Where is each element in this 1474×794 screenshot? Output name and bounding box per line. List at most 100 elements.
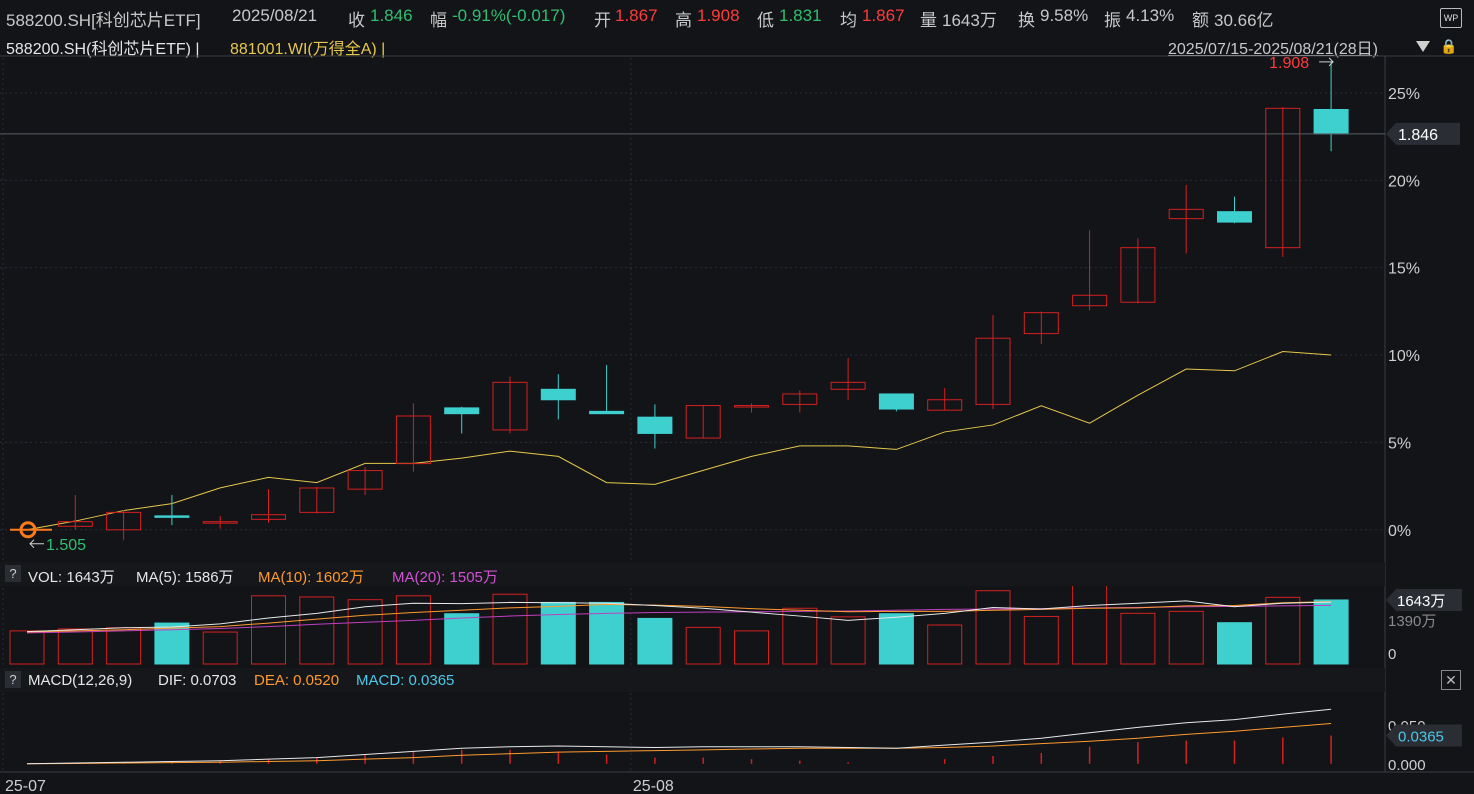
volume-bar <box>1120 612 1156 665</box>
dea-line <box>26 722 1332 765</box>
candle-body <box>154 515 190 518</box>
benchmark-line <box>26 351 1332 531</box>
volume-bar <box>395 595 431 665</box>
main-series-label[interactable]: 588200.SH(科创芯片ETF) | <box>6 41 200 58</box>
candle-body <box>975 337 1011 405</box>
x-tick-label: 25-08 <box>633 778 674 794</box>
avg-label: 均 <box>840 11 857 30</box>
volume-bar <box>1265 596 1301 665</box>
amplitude-value: 4.13% <box>1126 6 1175 25</box>
candle-body <box>1072 294 1108 307</box>
volume-ma20-line <box>26 604 1332 634</box>
compare-series-label[interactable]: 881001.WI(万得全A) | <box>230 41 386 58</box>
change-label: 幅 <box>430 11 447 30</box>
volume-bar <box>975 590 1011 665</box>
volume-tick-label: 1390万 <box>1388 613 1436 630</box>
volume-tick-label: 0 <box>1388 646 1396 663</box>
candle-body <box>734 405 769 408</box>
change-value: -0.91%(-0.017) <box>452 6 566 25</box>
candle-body <box>202 521 238 524</box>
low-label: 低 <box>757 11 774 30</box>
candle-body <box>878 393 914 410</box>
lock-icon[interactable]: 🔒 <box>1440 38 1458 54</box>
high-label: 高 <box>675 11 692 30</box>
last-price-label: 1.846 <box>1398 127 1438 144</box>
candle-body <box>299 487 335 513</box>
volume-bar <box>347 599 383 665</box>
volume-ma10-line <box>26 601 1332 633</box>
volume-bar <box>637 617 673 665</box>
vol-ma5: MA(5): 1586万 <box>136 569 234 586</box>
open-value: 1.867 <box>615 6 658 25</box>
window-logo-icon[interactable]: WP <box>1440 8 1462 28</box>
candle-body <box>395 415 431 465</box>
volume-ma5-line <box>26 600 1332 633</box>
help-icon[interactable]: ? <box>5 565 21 582</box>
y-tick-label: 10% <box>1388 348 1420 365</box>
security-code[interactable]: 588200.SH[科创芯片ETF] <box>6 11 201 30</box>
candle-body <box>1120 247 1156 303</box>
volume-value: 1643万 <box>942 11 997 30</box>
vol-value: VOL: 1643万 <box>28 569 115 586</box>
candle-body <box>589 410 625 415</box>
dif-line <box>26 708 1332 765</box>
quote-date: 2025/08/21 <box>232 6 318 25</box>
candle-body <box>1217 211 1252 223</box>
volume-last-label: 1643万 <box>1397 593 1445 610</box>
candle-body <box>106 511 142 531</box>
candle-body <box>347 470 383 490</box>
volume-last-tag <box>1386 588 1462 611</box>
macd-last-label: 0.0365 <box>1398 728 1444 745</box>
volume-bar <box>1217 622 1252 665</box>
volume-bar <box>492 593 528 665</box>
volume-label: 量 <box>920 11 937 30</box>
candle-body <box>444 407 480 415</box>
volume-bar <box>299 596 335 665</box>
y-tick-label: 25% <box>1388 86 1420 103</box>
candle-body <box>637 416 673 434</box>
low-arrow <box>29 539 44 549</box>
last-price-tag <box>1386 122 1460 145</box>
vol-ma20: MA(20): 1505万 <box>392 569 498 586</box>
close-panel-icon[interactable]: ✕ <box>1441 670 1461 690</box>
low-value: 1.831 <box>779 6 822 25</box>
volume-bar <box>830 616 866 665</box>
macd-value: MACD: 0.0365 <box>356 672 455 689</box>
macd-panel-header: ? MACD(12,26,9) DIF: 0.0703 DEA: 0.0520 … <box>0 668 1385 692</box>
candle-body <box>782 393 818 405</box>
amount-value: 30.66亿 <box>1214 11 1274 30</box>
open-label: 开 <box>594 11 611 30</box>
volume-bar <box>589 601 625 665</box>
volume-bar <box>1313 599 1349 665</box>
volume-bar <box>1168 610 1204 665</box>
candle-body <box>830 381 866 390</box>
quote-header: 588200.SH[科创芯片ETF] 2025/08/21 收 1.846 幅 … <box>0 0 1474 32</box>
high-annotation: 1.908 <box>1269 55 1309 72</box>
volume-panel-header: ? VOL: 1643万 MA(5): 1586万 MA(10): 1602万 … <box>0 562 1385 586</box>
volume-bar <box>685 626 721 665</box>
candle-body <box>57 521 93 527</box>
candle-body <box>540 388 576 401</box>
volume-bar <box>782 607 818 665</box>
volume-bar <box>1072 584 1108 665</box>
help-icon[interactable]: ? <box>5 671 21 688</box>
high-value: 1.908 <box>697 6 740 25</box>
volume-bar <box>878 613 914 665</box>
series-legend: 588200.SH(科创芯片ETF) | 881001.WI(万得全A) | 2… <box>0 32 1474 58</box>
candle-body <box>927 399 963 411</box>
amplitude-label: 振 <box>1104 11 1121 30</box>
x-tick-label: 25-07 <box>5 778 46 794</box>
vol-ma10: MA(10): 1602万 <box>258 569 364 586</box>
volume-bar <box>734 630 769 665</box>
macd-dif: DIF: 0.0703 <box>158 672 237 689</box>
volume-bar <box>444 613 480 665</box>
candle-body <box>685 405 721 439</box>
macd-tick-label: 0.000 <box>1388 757 1426 774</box>
date-range[interactable]: 2025/07/15-2025/08/21(28日) <box>1168 41 1378 58</box>
volume-bar <box>9 630 45 665</box>
dropdown-triangle-icon[interactable] <box>1416 41 1430 52</box>
candle-body <box>492 381 528 431</box>
high-arrow <box>1319 57 1334 67</box>
volume-bar <box>251 595 286 665</box>
